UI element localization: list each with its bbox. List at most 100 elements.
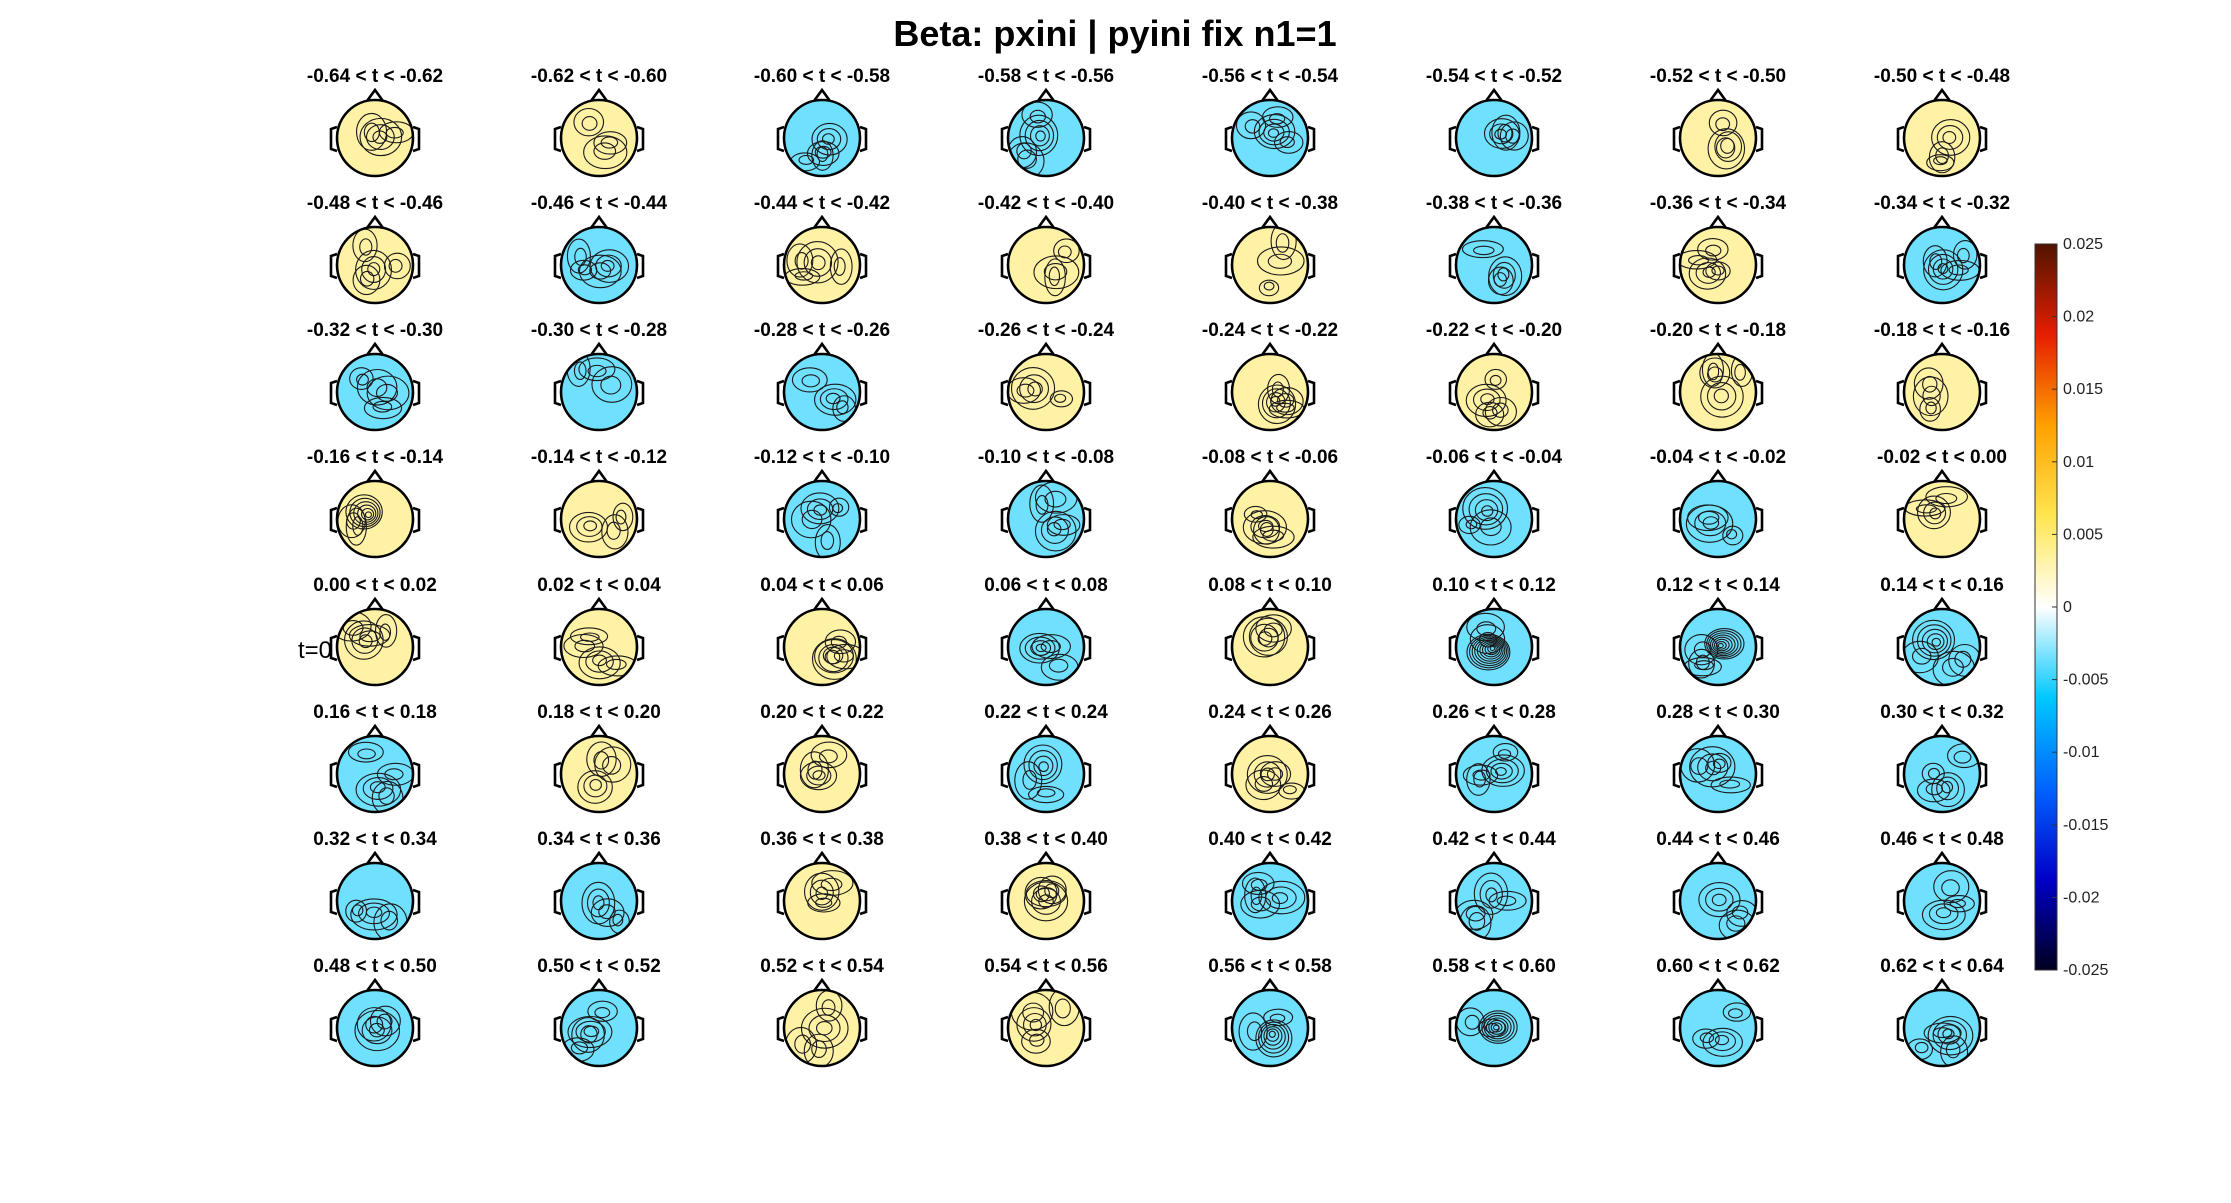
head-outline <box>335 734 415 814</box>
right-ear <box>412 634 421 662</box>
scalp-background <box>561 100 637 176</box>
scalp-background <box>1904 100 1980 176</box>
contour-band <box>589 249 630 283</box>
contour-band <box>1244 119 1261 134</box>
right-ear <box>636 379 645 407</box>
contour-band <box>1715 640 1727 650</box>
right-ear <box>1755 1015 1764 1043</box>
panel-title: -0.36 < t < -0.34 <box>1650 193 1787 214</box>
topo-panel: -0.10 < t < -0.08 <box>978 447 1114 559</box>
panel-title: -0.46 < t < -0.44 <box>531 193 668 214</box>
contour-band <box>1282 785 1297 795</box>
contour-band <box>1235 111 1267 140</box>
contour-band <box>357 504 377 523</box>
head-outline <box>1006 352 1086 432</box>
nose <box>589 214 609 229</box>
contour-band <box>368 1022 385 1038</box>
right-ear <box>412 888 421 916</box>
contour-band <box>1027 381 1043 397</box>
contour-band <box>1248 617 1288 656</box>
figure-title: Beta: pxini | pyini fix n1=1 <box>893 13 1336 55</box>
contour-band <box>1490 1022 1503 1033</box>
contour-band <box>1712 758 1726 770</box>
contour-band <box>1019 632 1060 664</box>
nose <box>1260 87 1280 102</box>
contour-band <box>1935 492 1958 505</box>
left-ear <box>1896 379 1905 407</box>
head-outline <box>1454 734 1534 814</box>
head-outline <box>1006 734 1086 814</box>
contour-band <box>825 392 841 405</box>
topo-panel: 0.10 < t < 0.12 <box>1432 575 1556 687</box>
contour-band <box>1913 367 1944 400</box>
left-ear <box>1672 1015 1681 1043</box>
contour-band <box>798 154 815 165</box>
panel-title: -0.32 < t < -0.30 <box>307 320 443 341</box>
contour-band <box>355 249 392 290</box>
contour-band <box>583 1025 600 1038</box>
nose <box>1708 214 1728 229</box>
scalp-map <box>1456 481 1532 557</box>
contour-band <box>1482 406 1498 420</box>
right-ear <box>1531 379 1540 407</box>
left-ear <box>1224 634 1233 662</box>
contour-band <box>367 262 381 277</box>
contour-band <box>1054 393 1067 403</box>
left-ear <box>1896 888 1905 916</box>
contour-band <box>1022 1002 1045 1023</box>
nose <box>1932 977 1952 992</box>
scalp-map <box>1008 354 1084 430</box>
topo-panel: 0.36 < t < 0.38 <box>760 829 884 941</box>
nose <box>1260 977 1280 992</box>
right-ear <box>1531 888 1540 916</box>
contour-band <box>1263 123 1285 142</box>
scalp-background <box>1456 354 1532 430</box>
contour-band <box>1923 249 1964 291</box>
right-ear <box>636 506 645 534</box>
contour-band <box>1921 628 1949 654</box>
nose <box>1260 468 1280 483</box>
contour-band <box>1492 261 1516 289</box>
contour-band <box>567 1015 613 1049</box>
panel-title: -0.02 < t < 0.00 <box>1877 447 2007 468</box>
contour-band <box>815 1020 833 1036</box>
contour-band <box>1935 907 1952 919</box>
contour-band <box>1704 628 1745 660</box>
nose <box>1708 341 1728 356</box>
contour-band <box>1488 256 1523 297</box>
nose <box>1484 87 1504 102</box>
left-ear <box>1224 1015 1233 1043</box>
scalp-map <box>337 609 413 685</box>
contour-band <box>1925 401 1937 415</box>
contour-band <box>1484 368 1507 390</box>
panel-title: -0.10 < t < -0.08 <box>978 447 1114 468</box>
head-outline <box>559 479 639 559</box>
nose <box>812 977 832 992</box>
contour-band <box>1478 1010 1518 1044</box>
contour-band <box>1952 239 1978 270</box>
right-ear <box>636 252 645 280</box>
left-ear <box>1672 888 1681 916</box>
head-outline <box>335 861 415 941</box>
scalp-background <box>337 863 413 939</box>
contour-band <box>1471 636 1508 667</box>
head-outline <box>559 98 639 178</box>
contour-band <box>1255 1019 1293 1058</box>
contour-band <box>358 902 391 925</box>
head-outline <box>1902 861 1982 941</box>
left-ear <box>1224 888 1233 916</box>
contour-band <box>1715 117 1731 132</box>
contour-band <box>794 271 814 281</box>
scalp-map <box>337 990 413 1066</box>
right-ear <box>1083 379 1092 407</box>
contour-band <box>600 375 622 395</box>
contour-band <box>1277 393 1295 408</box>
contour-band <box>1688 257 1727 290</box>
contour-band <box>1695 261 1722 284</box>
contour-band <box>1250 515 1281 539</box>
contour-band <box>1246 755 1288 794</box>
right-ear <box>859 761 868 789</box>
topo-panel: -0.28 < t < -0.26 <box>754 320 890 432</box>
topo-panel: -0.18 < t < -0.16 <box>1874 320 2010 432</box>
topo-panel: -0.14 < t < -0.12 <box>531 447 667 559</box>
